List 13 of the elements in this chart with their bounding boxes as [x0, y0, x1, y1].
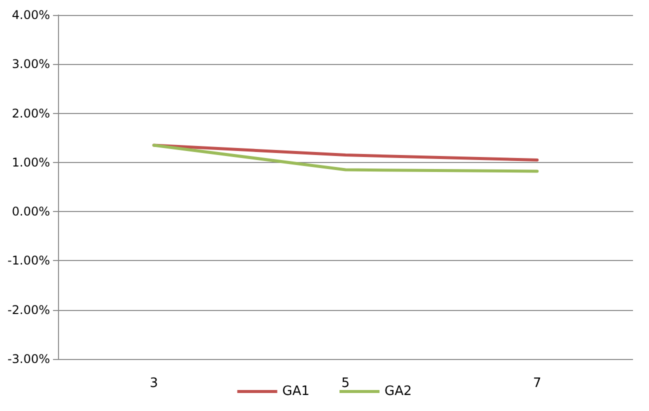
y-tick-label: -2.00% [8, 302, 50, 317]
x-tick-label: 7 [533, 376, 542, 391]
legend-label: GA1 [282, 384, 310, 399]
y-tick-label: -1.00% [8, 254, 50, 268]
x-tick-label: 5 [341, 376, 350, 391]
y-tick-label: 1.00% [12, 155, 50, 170]
y-tick-label: 0.00% [12, 204, 50, 219]
y-tick-label: 3.00% [12, 57, 50, 72]
legend-label: GA2 [384, 384, 412, 399]
y-tick-label: 4.00% [12, 8, 50, 22]
x-tick-label: 3 [150, 376, 158, 391]
y-tick-label: -3.00% [8, 352, 50, 366]
y-tick-label: 2.00% [12, 106, 50, 120]
